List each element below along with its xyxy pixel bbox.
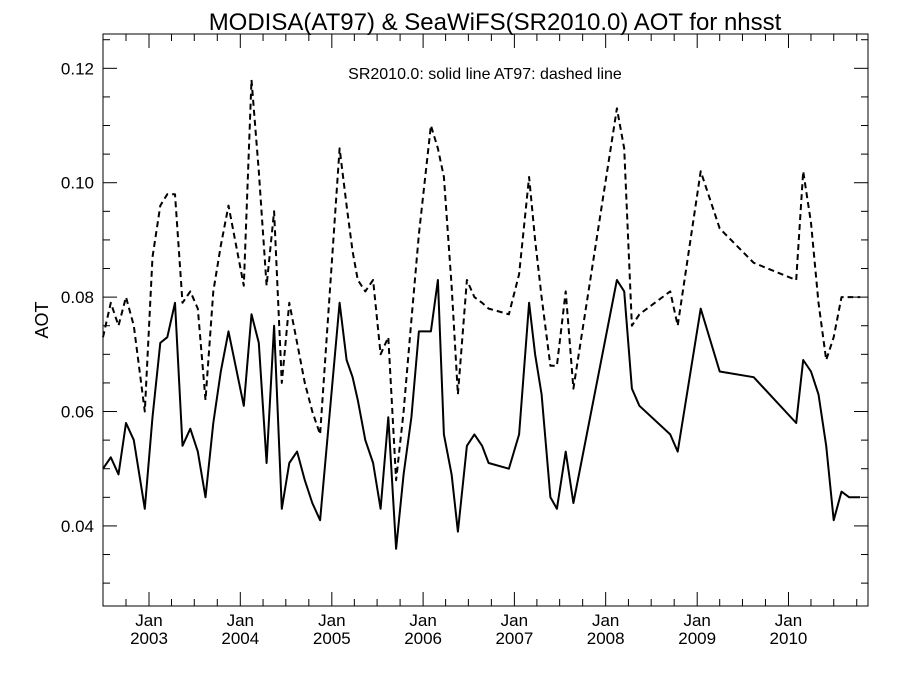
series-line-sr2010-0 — [102, 279, 861, 550]
x-tick-year-label: 2005 — [313, 629, 351, 648]
x-tick-year-label: 2006 — [404, 629, 442, 648]
x-tick-year-label: 2004 — [221, 629, 259, 648]
x-tick-month-label: Jan — [409, 611, 436, 630]
ticks-layer: 0.040.060.080.100.12Jan2003Jan2004Jan200… — [61, 34, 868, 648]
x-tick-month-label: Jan — [501, 611, 528, 630]
series-line-at97 — [102, 78, 861, 482]
x-tick-year-label: 2009 — [678, 629, 716, 648]
chart-annotation: SR2010.0: solid line AT97: dashed line — [348, 66, 622, 83]
y-tick-label: 0.08 — [61, 288, 94, 307]
y-tick-label: 0.06 — [61, 403, 94, 422]
y-axis-label: AOT — [32, 301, 52, 338]
x-tick-year-label: 2010 — [770, 629, 808, 648]
x-tick-month-label: Jan — [592, 611, 619, 630]
x-tick-month-label: Jan — [775, 611, 802, 630]
x-tick-month-label: Jan — [683, 611, 710, 630]
x-tick-month-label: Jan — [227, 611, 254, 630]
x-tick-year-label: 2008 — [587, 629, 625, 648]
y-tick-label: 0.10 — [61, 174, 94, 193]
x-tick-year-label: 2003 — [130, 629, 168, 648]
x-tick-month-label: Jan — [318, 611, 345, 630]
plot-frame — [102, 33, 869, 607]
series-layer — [102, 78, 861, 550]
chart-title: MODISA(AT97) & SeaWiFS(SR2010.0) AOT for… — [209, 9, 782, 36]
y-tick-label: 0.12 — [61, 59, 94, 78]
x-tick-month-label: Jan — [135, 611, 162, 630]
y-tick-label: 0.04 — [61, 517, 94, 536]
x-tick-year-label: 2007 — [495, 629, 533, 648]
